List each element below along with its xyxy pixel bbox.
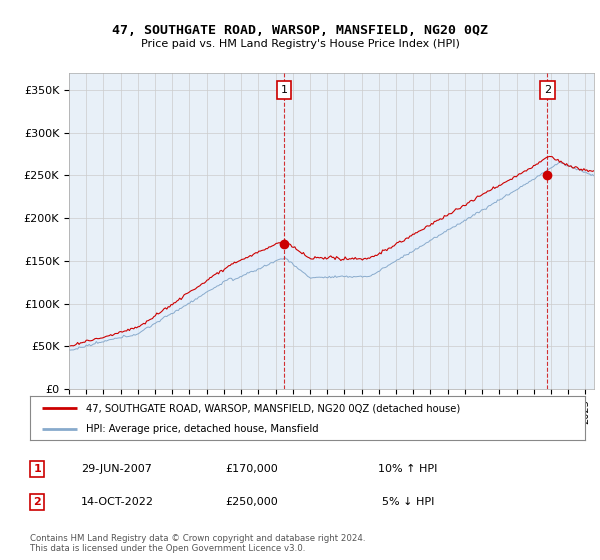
Text: 29-JUN-2007: 29-JUN-2007 — [82, 464, 152, 474]
Text: HPI: Average price, detached house, Mansfield: HPI: Average price, detached house, Mans… — [86, 424, 318, 433]
Text: 1: 1 — [280, 85, 287, 95]
Text: 1: 1 — [34, 464, 41, 474]
Text: 10% ↑ HPI: 10% ↑ HPI — [379, 464, 437, 474]
Text: 47, SOUTHGATE ROAD, WARSOP, MANSFIELD, NG20 0QZ (detached house): 47, SOUTHGATE ROAD, WARSOP, MANSFIELD, N… — [86, 403, 460, 413]
Text: 5% ↓ HPI: 5% ↓ HPI — [382, 497, 434, 507]
Text: Price paid vs. HM Land Registry's House Price Index (HPI): Price paid vs. HM Land Registry's House … — [140, 39, 460, 49]
Text: £170,000: £170,000 — [226, 464, 278, 474]
Text: £250,000: £250,000 — [226, 497, 278, 507]
Text: 14-OCT-2022: 14-OCT-2022 — [80, 497, 154, 507]
Text: 2: 2 — [544, 85, 551, 95]
Text: 2: 2 — [34, 497, 41, 507]
Text: 47, SOUTHGATE ROAD, WARSOP, MANSFIELD, NG20 0QZ: 47, SOUTHGATE ROAD, WARSOP, MANSFIELD, N… — [112, 24, 488, 36]
Text: Contains HM Land Registry data © Crown copyright and database right 2024.
This d: Contains HM Land Registry data © Crown c… — [30, 534, 365, 553]
